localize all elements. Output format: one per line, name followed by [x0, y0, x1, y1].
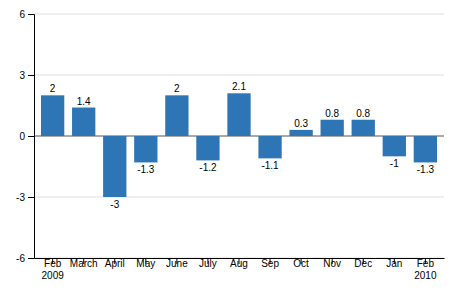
data-label: -1.1: [261, 160, 279, 171]
tick: April: [105, 258, 125, 269]
tick: Sep: [261, 258, 279, 269]
bar: [103, 136, 126, 197]
bar: [383, 136, 406, 156]
tick: June: [166, 258, 188, 269]
axis-line: [28, 15, 35, 259]
tick-label-line: Feb: [44, 258, 62, 269]
bars: [41, 93, 437, 197]
tick-label: Sep: [261, 258, 279, 269]
tick: Dec: [354, 258, 372, 269]
chart-container: 21.4-3-1.32-1.22.1-1.10.30.80.8-1-1.3-6-…: [0, 0, 458, 296]
tick-label: July: [199, 258, 217, 269]
tick-label: -6: [16, 253, 25, 264]
data-label: -1.3: [137, 164, 155, 175]
tick-label-line: April: [105, 258, 125, 269]
bar: [196, 136, 219, 160]
grid-line: [34, 75, 444, 76]
chart: 21.4-3-1.32-1.22.1-1.10.30.80.8-1-1.3-6-…: [0, 0, 458, 296]
tick: Nov: [323, 258, 341, 269]
data-label: -1.2: [199, 162, 217, 173]
tick-label-line: Feb: [417, 258, 435, 269]
tick-label: Nov: [323, 258, 341, 269]
tick: Feb2010: [414, 258, 437, 281]
tick-label: Feb2009: [42, 258, 65, 281]
tick-label: May: [136, 258, 155, 269]
grid-line: [34, 14, 444, 15]
tick-mark: [28, 75, 34, 76]
data-label: -1: [390, 158, 399, 169]
tick-label-line: Dec: [354, 258, 372, 269]
data-label: 2.1: [232, 81, 246, 92]
tick-label-line: July: [199, 258, 217, 269]
grid: [34, 14, 444, 258]
bar: [227, 93, 250, 136]
tick: -3: [16, 192, 34, 203]
tick-mark: [28, 258, 34, 259]
bar: [72, 108, 95, 136]
tick-label-line: June: [166, 258, 188, 269]
tick-mark: [28, 197, 34, 198]
tick-label: -3: [16, 192, 25, 203]
tick: -6: [16, 253, 34, 264]
tick: 6: [19, 9, 34, 20]
tick-label: June: [166, 258, 188, 269]
bar: [134, 136, 157, 162]
tick-label: Aug: [230, 258, 248, 269]
grid-line: [34, 197, 444, 198]
tick-mark: [28, 14, 34, 15]
data-label: 0.8: [325, 108, 339, 119]
bar: [321, 120, 344, 136]
y-axis: -6 -3 0 3 6: [16, 9, 34, 264]
tick: Oct: [293, 258, 309, 269]
bar: [352, 120, 375, 136]
bar: [41, 95, 64, 136]
tick: 0: [19, 131, 34, 142]
tick: March: [70, 258, 98, 269]
tick: 3: [19, 70, 34, 81]
tick-label-line: 2009: [42, 270, 65, 281]
tick-label: 0: [19, 131, 25, 142]
bar: [165, 95, 188, 136]
tick: May: [136, 258, 155, 269]
data-label: -3: [110, 199, 119, 210]
tick-label-line: Nov: [323, 258, 341, 269]
tick-label: Oct: [293, 258, 309, 269]
tick-label-line: Jan: [386, 258, 402, 269]
tick-label-line: Sep: [261, 258, 279, 269]
tick-label: April: [105, 258, 125, 269]
data-label: 0.3: [294, 118, 308, 129]
tick: Aug: [230, 258, 248, 269]
tick-label: 3: [19, 70, 25, 81]
tick-label-line: March: [70, 258, 98, 269]
tick-label-line: 2010: [414, 270, 437, 281]
tick: Jan: [386, 258, 402, 269]
tick: Feb2009: [42, 258, 65, 281]
tick-mark: [28, 136, 34, 137]
tick-label-line: Oct: [293, 258, 309, 269]
x-axis: Feb2009MarchAprilMayJuneJulyAugSepOctNov…: [35, 258, 445, 281]
tick-label-line: May: [136, 258, 155, 269]
data-label: 1.4: [77, 96, 91, 107]
tick-label: 6: [19, 9, 25, 20]
tick-label: Dec: [354, 258, 372, 269]
data-label: 2: [50, 83, 56, 94]
tick-label-line: Aug: [230, 258, 248, 269]
data-label: -1.3: [417, 164, 435, 175]
bar: [414, 136, 437, 162]
tick: July: [199, 258, 217, 269]
tick-label: March: [70, 258, 98, 269]
bar: [258, 136, 281, 158]
data-labels: 2 1.4 -3 -1.3 2 -1.2 2.1 -1.1 0.3 0.8 0.8 -1 -1.3: [50, 81, 435, 210]
data-label: 2: [174, 83, 180, 94]
bar: [289, 130, 312, 136]
tick-label: Feb2010: [414, 258, 437, 281]
tick-label: Jan: [386, 258, 402, 269]
data-label: 0.8: [356, 108, 370, 119]
